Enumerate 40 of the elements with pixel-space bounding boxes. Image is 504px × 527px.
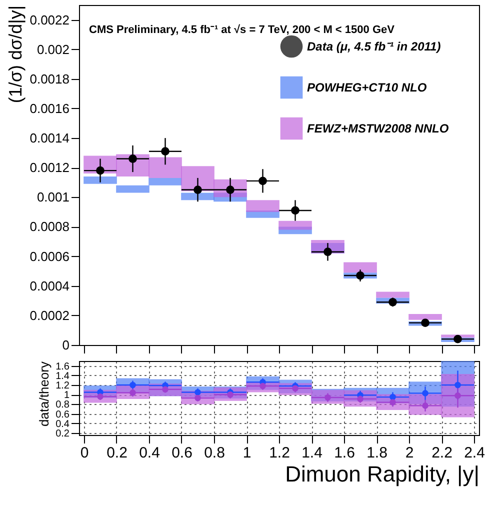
x-tick-label: 1.4 bbox=[302, 444, 322, 462]
y-tick-label: 0.0016 bbox=[30, 100, 70, 116]
y-tick-label: 1.2 bbox=[56, 380, 70, 392]
x-tick-label: 1.8 bbox=[366, 444, 388, 462]
y-tick-label: 0.0004 bbox=[30, 278, 70, 294]
y-axis-title: data/theory bbox=[36, 361, 52, 427]
y-tick-label: 0 bbox=[62, 338, 70, 352]
y-tick-label: 0.2 bbox=[56, 428, 70, 440]
x-axis-title: Dimuon Rapidity, |y| bbox=[285, 462, 480, 486]
x-tick-label: 1.2 bbox=[269, 444, 290, 462]
y-tick-label: 0.001 bbox=[36, 190, 70, 205]
y-tick-label: 0.0022 bbox=[30, 12, 70, 28]
y-tick-label: 0.0014 bbox=[30, 130, 70, 146]
x-tick-label: 2.2 bbox=[432, 444, 452, 462]
x-tick-label: 1.6 bbox=[334, 444, 355, 462]
text: CMS Preliminary, 4.5 fb⁻¹ at √s = 7 TeV, 200 < M < 1500 GeV bbox=[89, 24, 396, 36]
x-tick-label: 0.4 bbox=[139, 444, 160, 462]
y-axis-title: (1/σ) dσ/d|y| bbox=[6, 6, 26, 104]
x-tick-label: 2.4 bbox=[464, 444, 485, 462]
legend-label: FEWZ+MSTW2008 NNLO bbox=[307, 122, 450, 136]
x-tick-label: 0 bbox=[80, 444, 89, 462]
y-tick-label: 0.0002 bbox=[30, 308, 70, 323]
y-tick-label: 1 bbox=[64, 390, 70, 402]
y-tick-label: 0.0006 bbox=[30, 248, 70, 264]
legend-label: Data (μ, 4.5 fb⁻¹ in 2011) bbox=[307, 40, 441, 54]
y-tick-label: 0.0008 bbox=[30, 219, 70, 234]
x-tick-label: 0.8 bbox=[204, 444, 225, 462]
y-tick-label: 0.0018 bbox=[30, 71, 70, 86]
y-tick-label: 1.4 bbox=[56, 370, 70, 382]
y-tick-label: 1.6 bbox=[56, 361, 70, 372]
y-tick-label: 0.0012 bbox=[30, 160, 70, 176]
legend-label: POWHEG+CT10 NLO bbox=[307, 80, 428, 94]
x-tick-label: 0.6 bbox=[172, 444, 192, 462]
y-tick-label: 0.6 bbox=[56, 409, 70, 420]
x-tick-label: 2 bbox=[405, 444, 414, 462]
y-tick-label: 0.4 bbox=[56, 418, 70, 430]
y-tick-label: 0.002 bbox=[36, 42, 70, 57]
x-tick-label: 1 bbox=[242, 444, 252, 462]
y-tick-label: 0.8 bbox=[56, 400, 70, 411]
x-tick-label: 0.2 bbox=[106, 444, 128, 462]
